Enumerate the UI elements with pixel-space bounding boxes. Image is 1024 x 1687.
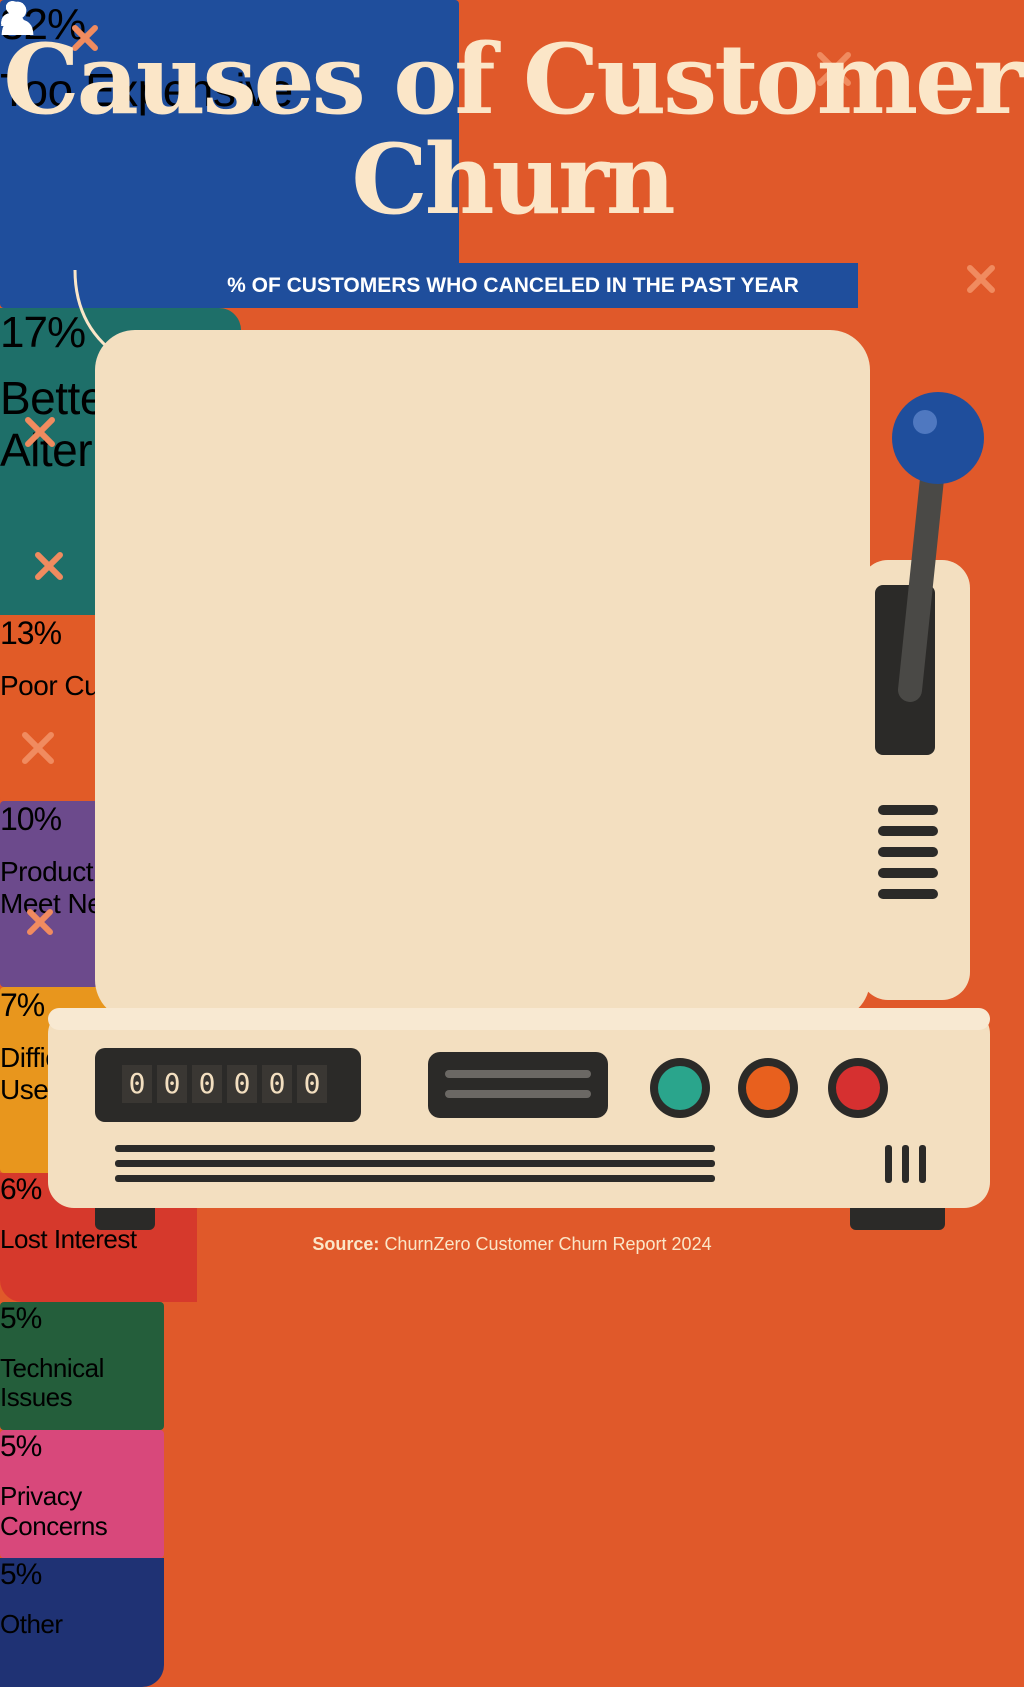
base-vents — [115, 1145, 926, 1183]
slot-line — [445, 1090, 591, 1098]
value-row: 5% — [0, 1, 164, 1592]
button-face — [836, 1066, 880, 1110]
category-label: Privacy Concerns — [0, 1480, 108, 1541]
counter-digit: 0 — [262, 1065, 292, 1103]
knob-shine — [913, 410, 937, 434]
value-label: 6% — [0, 1173, 42, 1207]
category-label: Too Expensive — [0, 64, 293, 116]
treemap-cell: 5% Privacy Concerns — [0, 1, 164, 1559]
value-label: 5% — [0, 1301, 42, 1335]
coin-slot — [428, 1052, 608, 1118]
treemap-cell: 32% Too Expensive — [0, 0, 459, 308]
machine-body — [95, 330, 870, 1020]
value-label: 7% — [0, 987, 45, 1024]
title: Causes of Customer Churn — [3, 23, 1024, 236]
counter-digit: 0 — [227, 1065, 257, 1103]
treemap-cell: 5% Technical Issues — [0, 1, 164, 1430]
value-label: 13% — [0, 615, 62, 652]
subtitle: % OF CUSTOMERS WHO CANCELED IN THE PAST … — [168, 263, 858, 308]
decor — [22, 25, 995, 935]
counter-digit: 0 — [122, 1065, 152, 1103]
slot-line — [445, 1070, 591, 1078]
person-icon — [1, 1, 23, 24]
counter-digit: 0 — [192, 1065, 222, 1103]
value-row: 5% — [0, 1, 164, 1464]
button-face — [658, 1066, 702, 1110]
source: Source: ChurnZero Customer Churn Report … — [0, 1234, 1024, 1255]
lever-knob — [892, 392, 984, 484]
lever — [898, 438, 947, 702]
counter-digit: 0 — [297, 1065, 327, 1103]
category-label: Other — [0, 1609, 63, 1640]
button-face — [746, 1066, 790, 1110]
value-label: 17% — [0, 307, 86, 357]
base-lip — [48, 1008, 990, 1030]
value-row: 5% — [0, 1, 164, 1336]
treemap-cell: 5% Other — [0, 1, 164, 1687]
vents — [878, 805, 938, 899]
source-label: Source: — [312, 1234, 380, 1254]
source-text: ChurnZero Customer Churn Report 2024 — [384, 1234, 712, 1254]
machine — [22, 25, 995, 1230]
value-label: 10% — [0, 801, 62, 838]
value-label: 5% — [0, 1558, 42, 1592]
category-label: Technical Issues — [0, 1352, 104, 1413]
counter-digit: 0 — [157, 1065, 187, 1103]
value-label: 5% — [0, 1429, 42, 1463]
